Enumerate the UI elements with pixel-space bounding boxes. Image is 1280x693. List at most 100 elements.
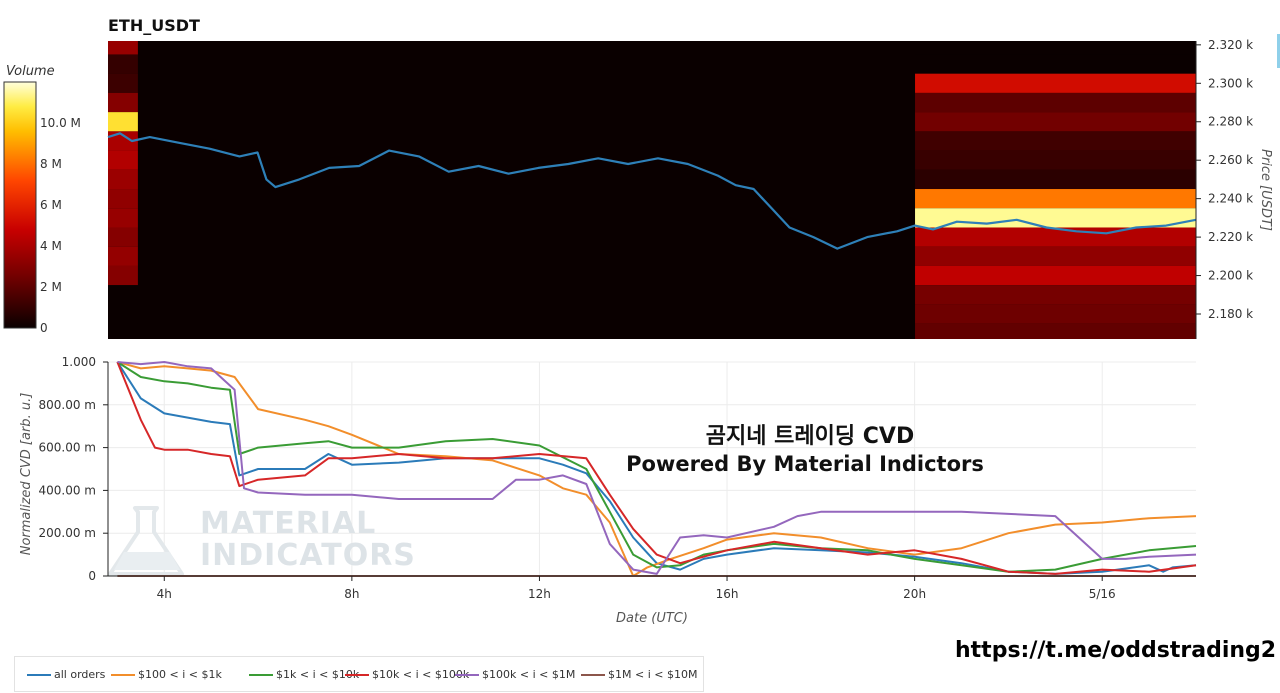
cvd-y-tick-label: 800.00 m — [39, 398, 97, 412]
price-tick-label: 2.240 k — [1208, 192, 1253, 206]
cvd-series-line — [116, 361, 1197, 573]
cvd-y-tick-label: 0 — [88, 569, 96, 583]
heatmap-right-cell — [915, 92, 1196, 113]
watermark-flask-icon — [108, 506, 184, 576]
heatmap-left-cell — [108, 112, 138, 132]
legend-label: all orders — [54, 668, 106, 681]
annotation-powered-by: Powered By Material Indictors — [626, 452, 984, 476]
colorbar-bar — [3, 81, 37, 329]
cvd-y-tick-label: 600.00 m — [39, 441, 97, 455]
cvd-series-line — [117, 361, 1197, 575]
colorbar-tick-label: 6 M — [40, 198, 62, 212]
legend-swatch — [249, 674, 273, 676]
price-tick-label: 2.260 k — [1208, 153, 1253, 167]
legend-swatch — [111, 674, 135, 676]
price-tick-label: 2.200 k — [1208, 269, 1253, 283]
cvd-x-tick-label: 16h — [716, 587, 739, 601]
legend-label: $100 < i < $1k — [138, 668, 222, 681]
heatmap-right-cell — [915, 131, 1196, 151]
cvd-series-line — [117, 361, 1197, 577]
legend-swatch — [345, 674, 369, 676]
watermark-text: MATERIAL INDICATORS — [200, 508, 416, 572]
cvd-chart: 4h 8h 12h 16h 20h 5/16 1.000 800.00 m 600.00 m 40… — [19, 355, 1197, 626]
heatmap-left-cell — [108, 169, 138, 190]
colorbar-title: Volume — [6, 64, 55, 79]
colorbar-tick-label: 4 M — [40, 239, 62, 253]
heatmap-right-cell — [915, 246, 1196, 266]
watermark-line-2: INDICATORS — [200, 538, 416, 573]
heatmap-left-cell — [108, 73, 138, 93]
legend-item[interactable]: all orders — [27, 668, 105, 681]
annotation-title: 곰지네 트레이딩 CVD — [705, 424, 915, 449]
heatmap-right-cell — [915, 227, 1196, 247]
price-tick-label: 2.180 k — [1208, 307, 1253, 321]
cvd-legend: all orders $100 < i < $1k $1k < i < $10k $1… — [14, 656, 704, 692]
heatmap-right-cell — [915, 265, 1196, 286]
colorbar-tick-label: 0 — [40, 321, 48, 335]
volume-colorbar: Volume 10.0 M 8 M 6 M 4 M 2 M 0 — [3, 64, 81, 335]
heatmap-left-cell — [108, 54, 138, 74]
cvd-x-tick-label: 4h — [157, 587, 172, 601]
heatmap-left-cell — [108, 304, 138, 324]
colorbar-tick-label: 10.0 M — [40, 116, 81, 130]
cvd-y-tick-label: 200.00 m — [39, 526, 97, 540]
heatmap-right-cell — [915, 112, 1196, 132]
heatmap-left-cell — [108, 92, 138, 113]
heatmap-right-cell — [915, 169, 1196, 190]
heatmap-right-cell — [915, 41, 1196, 55]
legend-label: $100k < i < $1M — [482, 668, 576, 681]
heatmap-right-cell — [915, 323, 1196, 339]
telegram-link[interactable]: https://t.me/oddstrading2 — [955, 638, 1277, 663]
legend-item[interactable]: $100k < i < $1M — [455, 668, 575, 681]
cvd-y-tick-label: 1.000 — [62, 355, 96, 369]
legend-item[interactable]: $1k < i < $10k — [249, 668, 359, 681]
heatmap-right-cell — [915, 189, 1196, 209]
legend-swatch — [581, 674, 605, 676]
legend-swatch — [27, 674, 51, 676]
price-line — [107, 132, 1197, 250]
price-axis-label: Price [USDT] — [1258, 149, 1273, 231]
heatmap-right-cell — [915, 73, 1196, 93]
cvd-series-line — [116, 361, 1197, 575]
price-tick-label: 2.220 k — [1208, 230, 1253, 244]
symbol-title: ETH_USDT — [108, 16, 200, 35]
legend-swatch — [455, 674, 479, 676]
legend-item[interactable]: $10k < i < $100k — [345, 668, 469, 681]
cvd-y-tick-label: 400.00 m — [39, 483, 97, 497]
heatmap-left-cell — [108, 227, 138, 247]
legend-label: $1M < i < $10M — [608, 668, 698, 681]
legend-label: $10k < i < $100k — [372, 668, 470, 681]
cvd-x-axis-label: Date (UTC) — [616, 611, 688, 626]
heatmap-right-cell — [915, 150, 1196, 170]
cvd-x-tick-label: 5/16 — [1089, 587, 1116, 601]
heatmap-right-cell — [915, 208, 1196, 228]
heatmap-left-cell — [108, 246, 138, 266]
price-tick-label: 2.320 k — [1208, 38, 1253, 52]
heatmap-left-cell — [108, 323, 138, 339]
edge-scrollbar — [1277, 34, 1280, 68]
heatmap-left-cell — [108, 150, 138, 170]
watermark-flask-liquid — [114, 552, 180, 570]
heatmap-left-cell — [108, 189, 138, 209]
heatmap-right-cell — [915, 285, 1196, 305]
cvd-x-tick-label: 8h — [344, 587, 359, 601]
heatmap-right-cell — [915, 304, 1196, 324]
heatmap: 2.320 k 2.300 k 2.280 k 2.260 k 2.240 k 2.220… — [107, 38, 1273, 339]
legend-item[interactable]: $100 < i < $1k — [111, 668, 222, 681]
heatmap-left-cell — [108, 131, 138, 151]
legend-item[interactable]: $1M < i < $10M — [581, 668, 697, 681]
cvd-x-tick-label: 20h — [903, 587, 926, 601]
heatmap-right-cell — [915, 54, 1196, 74]
price-tick-label: 2.280 k — [1208, 115, 1253, 129]
colorbar-tick-label: 8 M — [40, 157, 62, 171]
heatmap-left-cell — [108, 265, 138, 286]
colorbar-tick-label: 2 M — [40, 280, 62, 294]
price-tick-label: 2.300 k — [1208, 76, 1253, 90]
heatmap-left-cell — [108, 41, 138, 55]
legend-label: $1k < i < $10k — [276, 668, 360, 681]
cvd-y-axis-label: Normalized CVD [arb. u.] — [19, 393, 34, 556]
watermark-line-1: MATERIAL — [200, 506, 377, 541]
heatmap-left-cell — [108, 208, 138, 228]
cvd-x-tick-label: 12h — [528, 587, 551, 601]
